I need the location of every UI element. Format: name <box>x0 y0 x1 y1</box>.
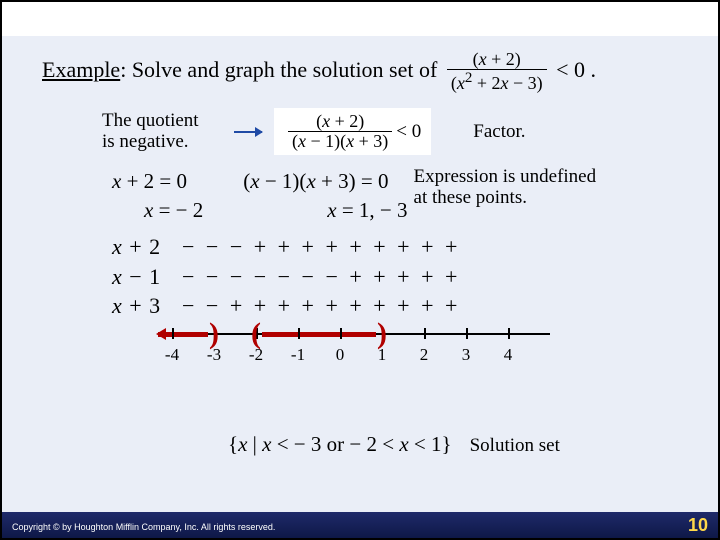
title-fraction: (x + 2) (x2 + 2x − 3) <box>447 50 547 94</box>
sign-chart: x + 2 − − − + + + + + + + + + x − 1 − − … <box>112 232 688 321</box>
factored-num: (x + 2) <box>288 112 392 132</box>
sign-cells: − − − + + + + + + + + + <box>182 232 460 262</box>
title-prefix: Example <box>42 57 120 82</box>
open-bracket-icon: ( <box>251 317 261 351</box>
solution-set: {x | x < − 3 or − 2 < x < 1} Solution se… <box>228 432 688 457</box>
title-frac-num: (x + 2) <box>447 50 547 70</box>
solution-set-expr: {x | x < − 3 or − 2 < x < 1} <box>228 432 452 457</box>
example-title: Example: Solve and graph the solution se… <box>42 50 688 94</box>
top-band <box>2 2 718 36</box>
copyright: Copyright © by Houghton Mifflin Company,… <box>12 522 275 532</box>
slide-frame: Example: Solve and graph the solution se… <box>0 0 720 540</box>
open-bracket-icon: ) <box>209 317 219 351</box>
page-number: 10 <box>688 515 708 536</box>
solution-segment-mid <box>262 332 376 337</box>
solution-set-label: Solution set <box>470 435 560 457</box>
sign-cells: − − − − − − − + + + + + <box>182 262 460 292</box>
quotient-note: The quotient is negative. <box>102 111 222 153</box>
open-bracket-icon: ) <box>377 317 387 351</box>
factored-expression: (x + 2) (x − 1)(x + 3) < 0 <box>274 108 431 156</box>
factor-row: The quotient is negative. (x + 2) (x − 1… <box>42 108 688 156</box>
factored-den: (x − 1)(x + 3) <box>288 132 392 152</box>
sign-row: x − 1 − − − − − − − + + + + + <box>112 262 688 292</box>
slide-content: Example: Solve and graph the solution se… <box>2 36 718 512</box>
title-frac-den: (x2 + 2x − 3) <box>447 70 547 94</box>
title-tail: < 0 . <box>551 57 596 82</box>
sign-row: x + 2 − − − + + + + + + + + + <box>112 232 688 262</box>
sign-cells: − − + + + + + + + + + + <box>182 291 460 321</box>
factor-label: Factor. <box>473 121 525 143</box>
factored-tail: < 0 <box>396 121 421 143</box>
root-eq: x + 2 = 0 x = − 2 <box>112 167 203 224</box>
number-line: -4 -3 -2 -1 0 1 2 3 4 ) ( ) <box>172 325 562 387</box>
critical-values: x + 2 = 0 x = − 2 (x − 1)(x + 3) = 0 x =… <box>112 167 688 224</box>
arrow-icon <box>234 131 262 133</box>
undefined-note: Expression is undefined at these points. <box>414 167 597 209</box>
denom-eq: (x − 1)(x + 3) = 0 x = 1, − 3 <box>243 167 407 224</box>
title-rest: : Solve and graph the solution set of <box>120 57 437 82</box>
solution-segment-left <box>158 332 208 337</box>
sign-row: x + 3 − − + + + + + + + + + + <box>112 291 688 321</box>
